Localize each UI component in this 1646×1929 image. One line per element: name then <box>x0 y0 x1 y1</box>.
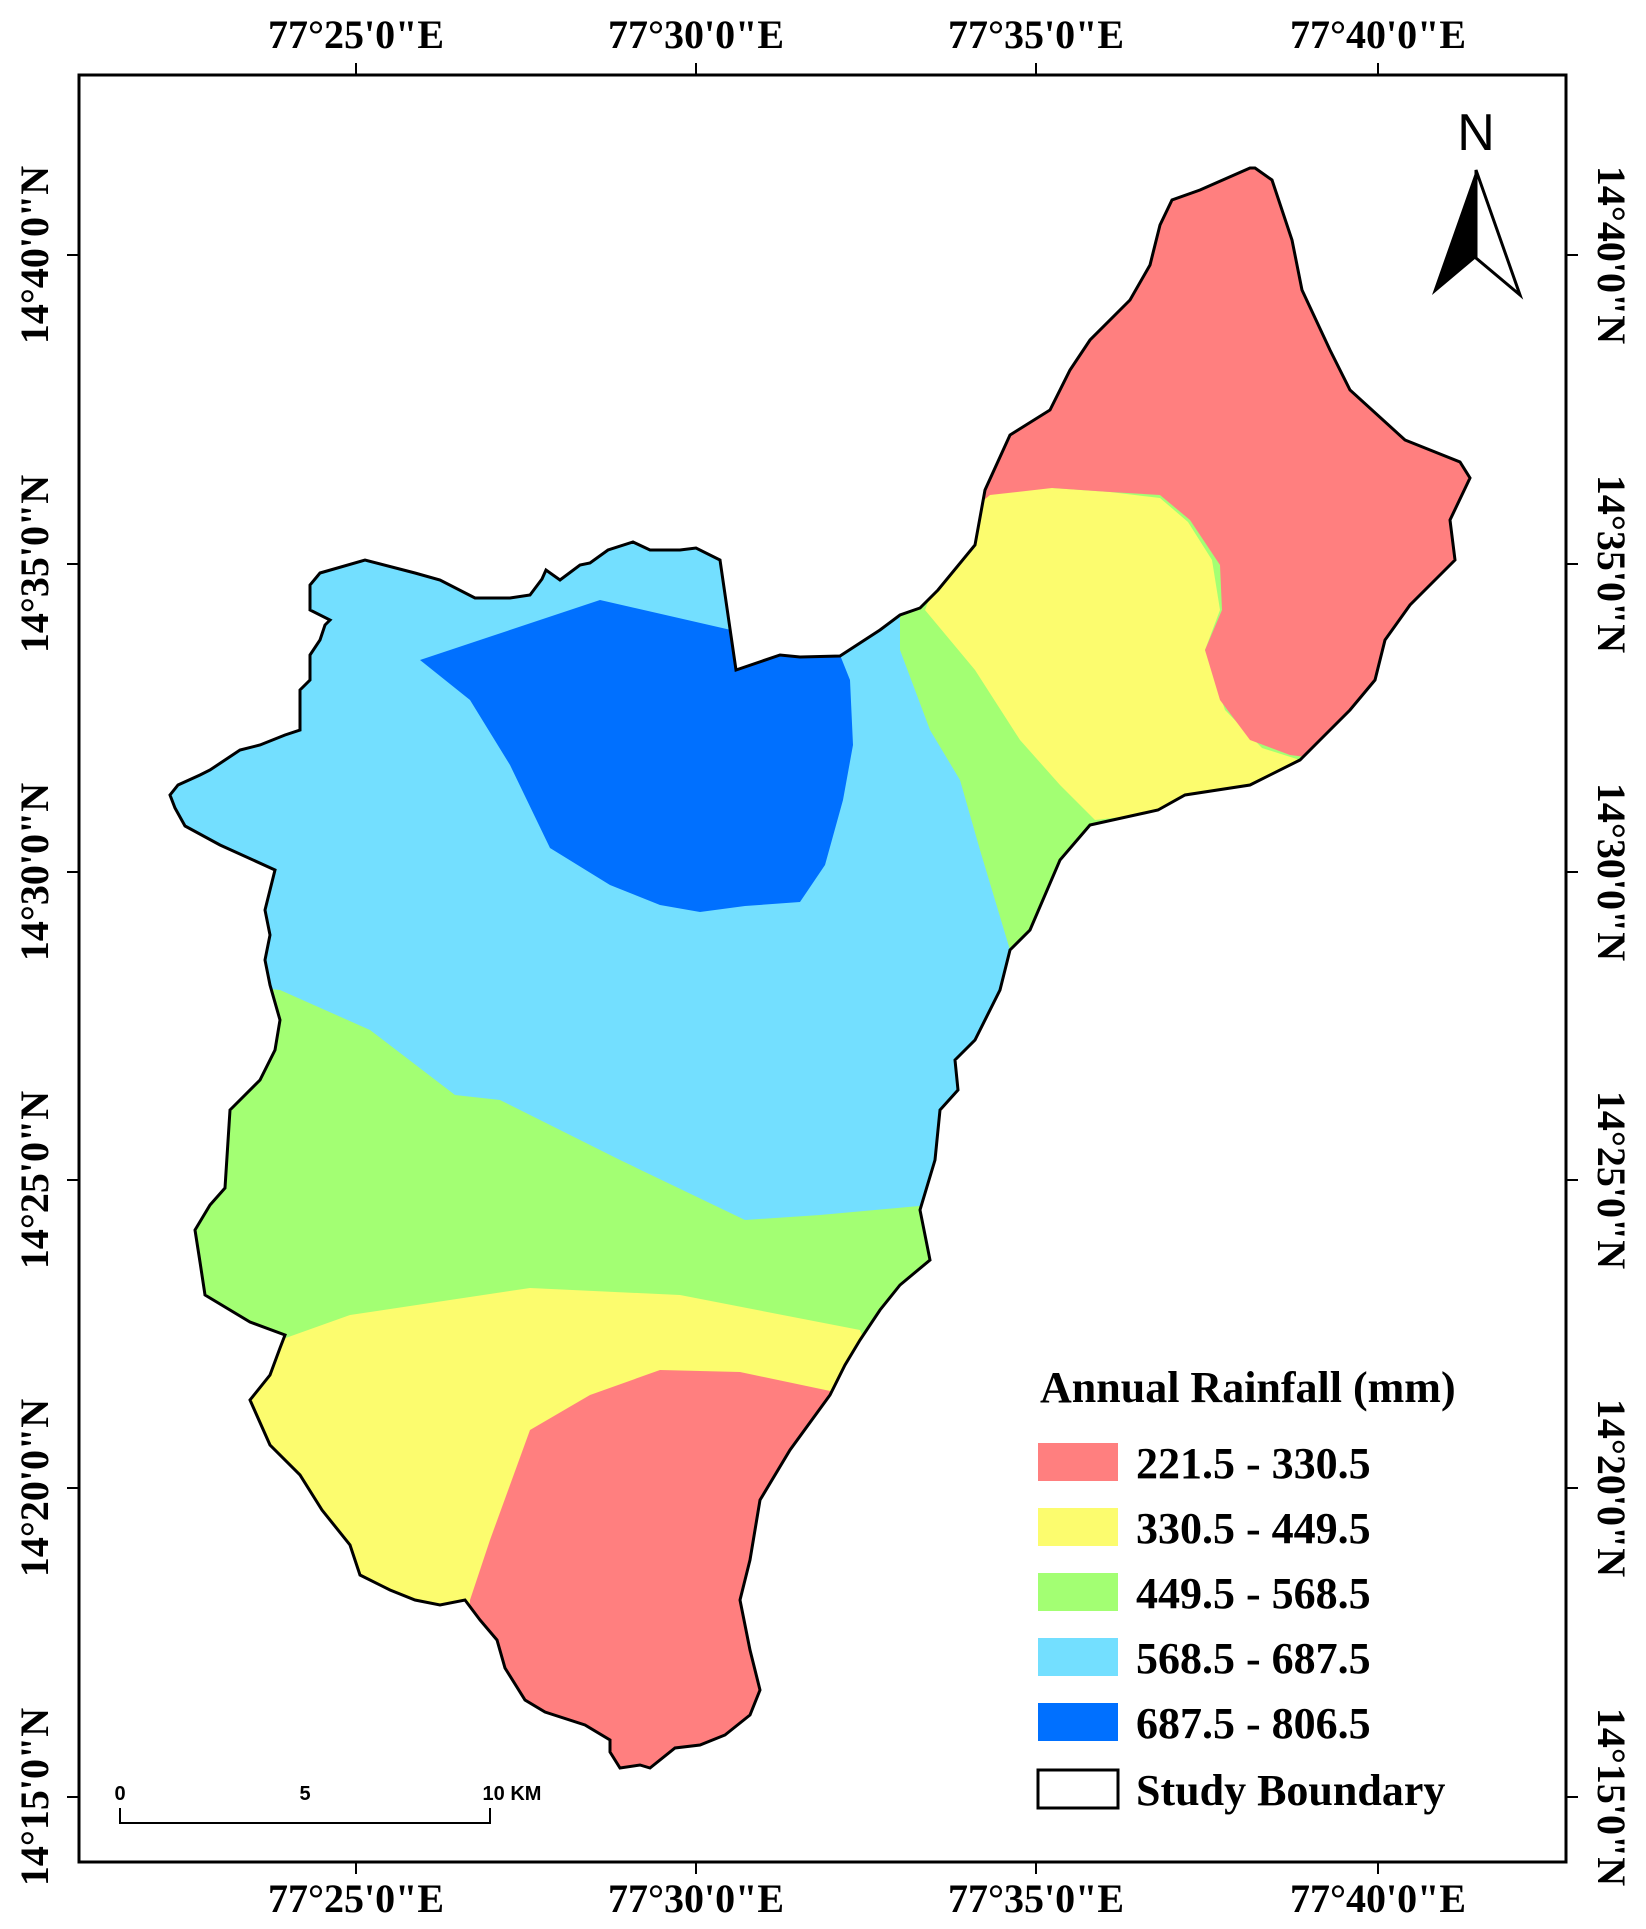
right-tick-label: 14°40'0"N <box>1589 166 1634 344</box>
top-tick-label: 77°25'0"E <box>268 12 444 57</box>
legend-swatch <box>1038 1443 1118 1481</box>
top-tick-label: 77°35'0"E <box>948 12 1124 57</box>
legend-boundary-swatch <box>1036 1768 1120 1810</box>
left-tick-label: 14°40'0"N <box>12 166 57 344</box>
legend: Annual Rainfall (mm) 221.5 - 330.5 330.5… <box>1036 1363 1456 1815</box>
left-tick-label: 14°20'0"N <box>12 1399 57 1577</box>
legend-swatch <box>1038 1508 1118 1546</box>
scale-label: 10 KM <box>483 1783 542 1805</box>
left-tick-label: 14°25'0"N <box>12 1091 57 1269</box>
legend-title: Annual Rainfall (mm) <box>1040 1363 1456 1412</box>
bottom-tick-label: 77°25'0"E <box>268 1876 444 1921</box>
left-tick-label: 14°35'0"N <box>12 475 57 653</box>
zone-330-449-ne <box>925 488 1320 820</box>
bottom-tick-label: 77°35'0"E <box>948 1876 1124 1921</box>
north-label: N <box>1457 104 1495 162</box>
legend-swatch <box>1038 1573 1118 1611</box>
right-tick-label: 14°25'0"N <box>1589 1091 1634 1269</box>
right-tick-label: 14°15'0"N <box>1589 1708 1634 1886</box>
legend-swatch <box>1038 1638 1118 1676</box>
map-frame <box>77 73 1568 1864</box>
legend-label: 330.5 - 449.5 <box>1136 1504 1371 1553</box>
left-tick-label: 14°30'0"N <box>12 783 57 961</box>
right-tick-label: 14°30'0"N <box>1589 783 1634 961</box>
legend-boundary-label: Study Boundary <box>1136 1766 1445 1815</box>
top-tick-label: 77°30'0"E <box>608 12 784 57</box>
top-tick-label: 77°40'0"E <box>1290 12 1466 57</box>
tick-marks <box>67 63 1578 1874</box>
left-tick-label: 14°15'0"N <box>12 1708 57 1886</box>
scale-bar: 0 5 10 KM <box>114 1783 541 1824</box>
zone-221-330-south <box>460 1370 900 1768</box>
scale-label: 0 <box>114 1783 125 1805</box>
legend-label: 221.5 - 330.5 <box>1136 1439 1371 1488</box>
right-tick-label: 14°20'0"N <box>1589 1399 1634 1577</box>
legend-label: 568.5 - 687.5 <box>1136 1634 1371 1683</box>
bottom-tick-label: 77°30'0"E <box>608 1876 784 1921</box>
bottom-tick-label: 77°40'0"E <box>1290 1876 1466 1921</box>
right-tick-label: 14°35'0"N <box>1589 475 1634 653</box>
zone-687-806 <box>420 600 853 912</box>
scale-label: 5 <box>299 1783 310 1805</box>
legend-label: 687.5 - 806.5 <box>1136 1699 1371 1748</box>
zone-568-687 <box>170 168 1040 1220</box>
north-arrow: N <box>1432 104 1524 300</box>
legend-label: 449.5 - 568.5 <box>1136 1569 1371 1618</box>
legend-swatch <box>1038 1703 1118 1741</box>
north-arrow-icon <box>1432 170 1476 295</box>
